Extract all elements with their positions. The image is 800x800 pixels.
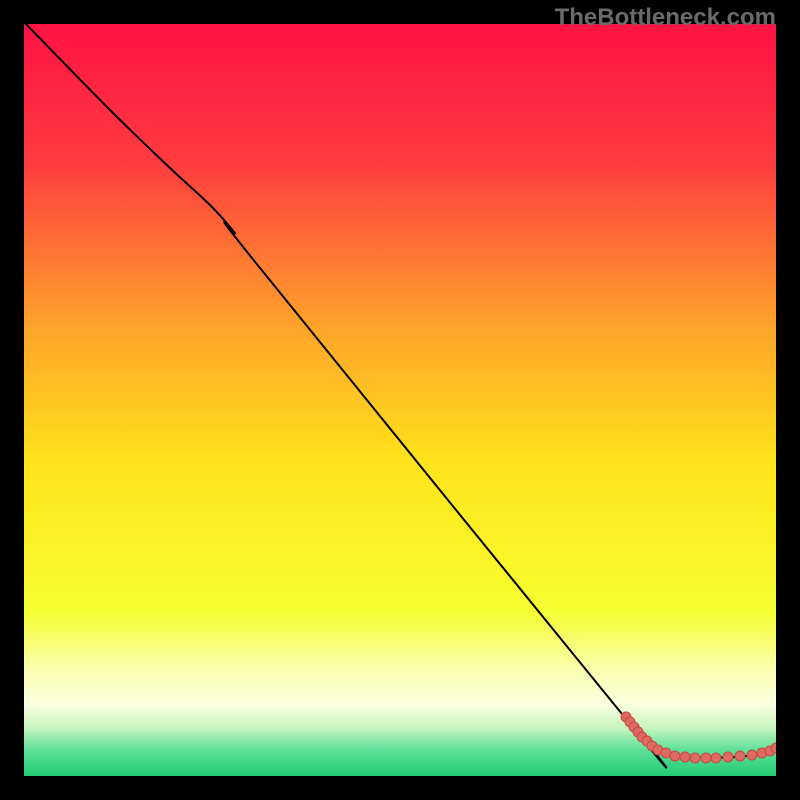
chart-canvas (0, 0, 800, 800)
chart-stage: TheBottleneck.com (0, 0, 800, 800)
curve-marker-point (680, 752, 690, 762)
curve-marker-point (723, 752, 733, 762)
curve-marker-point (661, 748, 671, 758)
curve-marker-point (747, 750, 757, 760)
curve-marker-point (711, 753, 721, 763)
curve-marker-point (701, 753, 711, 763)
curve-marker-point (735, 751, 745, 761)
curve-marker-point (670, 751, 680, 761)
curve-marker-point (690, 753, 700, 763)
